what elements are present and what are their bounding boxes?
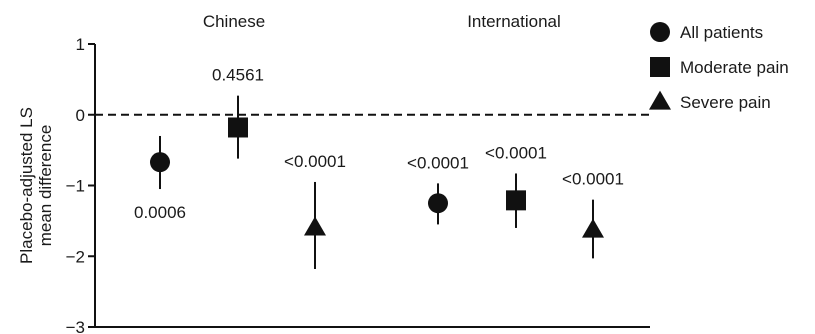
- legend-marker-moderate-pain: [650, 57, 670, 77]
- p-value-label-chinese-severe-pain: <0.0001: [284, 152, 346, 171]
- y-tick-label: 0: [76, 106, 85, 125]
- point-group-international-severe-pain: <0.0001: [562, 170, 624, 259]
- y-axis-title: Placebo-adjusted LSmean difference: [17, 107, 55, 264]
- legend-item-moderate-pain: Moderate pain: [650, 57, 789, 77]
- group-label-international: International: [467, 12, 561, 31]
- p-value-label-international-all-patients: <0.0001: [407, 153, 469, 172]
- marker-international-moderate-pain: [506, 190, 526, 211]
- p-value-label-chinese-moderate-pain: 0.4561: [212, 66, 264, 85]
- marker-chinese-moderate-pain: [228, 117, 248, 138]
- legend-item-severe-pain: Severe pain: [649, 90, 771, 112]
- point-group-chinese-moderate-pain: 0.4561: [212, 66, 264, 159]
- y-tick-label: 1: [76, 35, 85, 54]
- point-group-chinese-all-patients: 0.0006: [134, 135, 186, 222]
- y-tick-label: −3: [66, 318, 85, 334]
- legend-marker-severe-pain: [649, 90, 671, 110]
- group-labels: Chinese International: [203, 12, 561, 31]
- legend-label-moderate-pain: Moderate pain: [680, 58, 789, 77]
- group-label-chinese: Chinese: [203, 12, 265, 31]
- marker-international-severe-pain: [582, 218, 604, 238]
- point-group-international-all-patients: <0.0001: [407, 153, 469, 225]
- point-group-international-moderate-pain: <0.0001: [485, 143, 547, 228]
- legend-label-severe-pain: Severe pain: [680, 93, 771, 112]
- p-value-label-international-severe-pain: <0.0001: [562, 170, 624, 189]
- legend: All patients Moderate pain Severe pain: [649, 22, 789, 112]
- data-points: 0.0006 0.4561 <0.0001 <0.0001 <0.0001 <0.0001: [134, 66, 624, 269]
- marker-chinese-all-patients: [150, 152, 170, 173]
- y-tick-label: −2: [66, 247, 85, 266]
- legend-label-all-patients: All patients: [680, 23, 763, 42]
- marker-chinese-severe-pain: [304, 216, 326, 236]
- point-group-chinese-severe-pain: <0.0001: [284, 152, 346, 269]
- y-axis: 1 0 −1 −2 −3 Placebo-adjusted LSmean differen…: [17, 35, 650, 334]
- y-axis-title-line: mean difference: [36, 125, 55, 247]
- marker-international-all-patients: [428, 193, 448, 214]
- legend-item-all-patients: All patients: [650, 22, 763, 42]
- y-tick-label: −1: [66, 177, 85, 196]
- y-axis-title-line: Placebo-adjusted LS: [17, 107, 36, 264]
- p-value-label-chinese-all-patients: 0.0006: [134, 203, 186, 222]
- p-value-label-international-moderate-pain: <0.0001: [485, 143, 547, 162]
- legend-marker-all-patients: [650, 22, 670, 42]
